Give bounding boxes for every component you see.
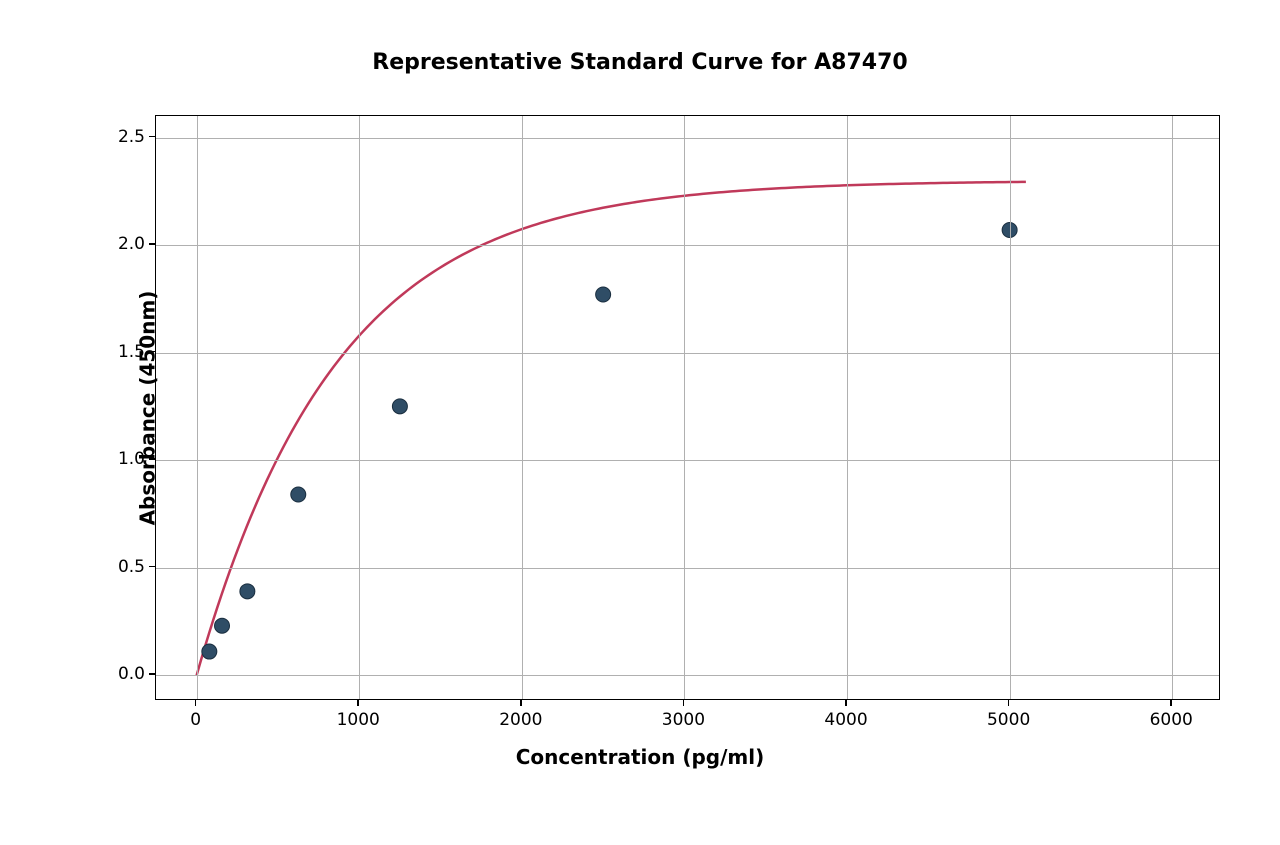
gridline-horizontal xyxy=(156,675,1219,676)
x-tick-mark xyxy=(845,700,847,706)
gridline-horizontal xyxy=(156,245,1219,246)
y-tick-mark xyxy=(149,243,155,245)
gridline-horizontal xyxy=(156,353,1219,354)
data-point xyxy=(392,399,407,414)
chart-title: Representative Standard Curve for A87470 xyxy=(0,50,1280,75)
x-tick-label: 1000 xyxy=(337,710,380,730)
y-tick-mark xyxy=(149,673,155,675)
y-tick-mark xyxy=(149,458,155,460)
x-tick-label: 3000 xyxy=(662,710,705,730)
x-tick-mark xyxy=(195,700,197,706)
y-tick-label: 1.5 xyxy=(110,342,145,362)
x-tick-mark xyxy=(357,700,359,706)
y-axis-label: Absorbance (450nm) xyxy=(135,290,159,525)
x-tick-mark xyxy=(1170,700,1172,706)
y-tick-label: 2.5 xyxy=(110,127,145,147)
y-tick-label: 2.0 xyxy=(110,234,145,254)
x-tick-label: 0 xyxy=(190,710,201,730)
x-axis-label: Concentration (pg/ml) xyxy=(0,745,1280,769)
plot-area xyxy=(155,115,1220,700)
gridline-vertical xyxy=(1172,116,1173,699)
gridline-vertical xyxy=(847,116,848,699)
data-point xyxy=(202,644,217,659)
chart-container: Representative Standard Curve for A87470… xyxy=(0,0,1280,845)
y-tick-mark xyxy=(149,351,155,353)
gridline-horizontal xyxy=(156,568,1219,569)
x-tick-label: 2000 xyxy=(499,710,542,730)
data-point xyxy=(240,584,255,599)
gridline-vertical xyxy=(1010,116,1011,699)
y-tick-label: 0.0 xyxy=(110,664,145,684)
data-point xyxy=(215,618,230,633)
gridline-vertical xyxy=(684,116,685,699)
y-tick-label: 0.5 xyxy=(110,557,145,577)
x-tick-mark xyxy=(683,700,685,706)
fitted-curve xyxy=(197,182,1026,675)
x-tick-label: 6000 xyxy=(1150,710,1193,730)
plot-svg xyxy=(156,116,1219,699)
y-tick-mark xyxy=(149,136,155,138)
y-tick-label: 1.0 xyxy=(110,449,145,469)
data-point xyxy=(596,287,611,302)
data-point xyxy=(291,487,306,502)
y-tick-mark xyxy=(149,566,155,568)
x-tick-mark xyxy=(520,700,522,706)
gridline-vertical xyxy=(522,116,523,699)
x-tick-mark xyxy=(1008,700,1010,706)
gridline-horizontal xyxy=(156,460,1219,461)
x-tick-label: 5000 xyxy=(987,710,1030,730)
x-tick-label: 4000 xyxy=(824,710,867,730)
gridline-vertical xyxy=(359,116,360,699)
gridline-horizontal xyxy=(156,138,1219,139)
gridline-vertical xyxy=(197,116,198,699)
